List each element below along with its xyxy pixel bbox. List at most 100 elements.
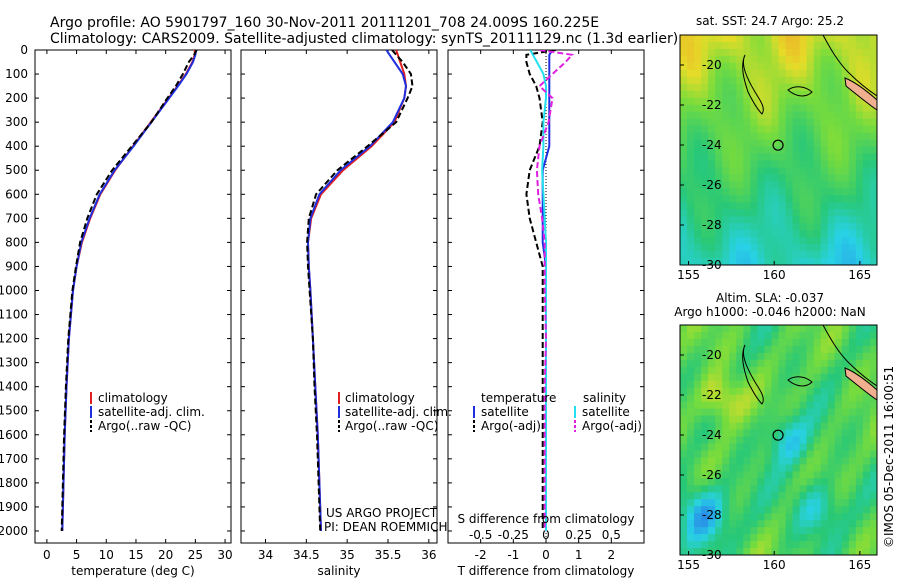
map-cell (687, 104, 695, 113)
map-cell (680, 450, 688, 458)
map-cell (722, 69, 730, 78)
map-cell (855, 429, 864, 437)
map-cell (834, 478, 843, 486)
map-cell (750, 83, 758, 92)
map-cell (869, 506, 877, 514)
map-cell (827, 160, 836, 168)
map-cell (862, 541, 871, 549)
map-cell (820, 359, 829, 368)
map-cell (687, 188, 695, 196)
map-cell (841, 387, 850, 396)
map-cell (813, 345, 822, 354)
map-cell (855, 55, 864, 64)
map-cell (771, 90, 779, 99)
map-cell (813, 237, 822, 245)
map-cell (834, 408, 843, 417)
map-cell (862, 174, 871, 182)
map-cell (687, 478, 695, 486)
map-cell (862, 415, 871, 423)
map-cell (729, 429, 737, 437)
map-cell (757, 188, 765, 196)
map-cell (701, 41, 709, 50)
map-cell (736, 331, 744, 340)
temperature-tick-label: 0 (43, 548, 51, 562)
map-cell (771, 548, 779, 555)
map-cell (862, 422, 871, 430)
map-cell (806, 443, 815, 451)
map-cell (834, 401, 843, 410)
map-cell (715, 338, 723, 347)
map-cell (757, 429, 765, 437)
map-cell (848, 345, 857, 354)
map-cell (841, 492, 850, 500)
map-cell (792, 174, 801, 182)
map-cell (799, 41, 808, 50)
map-cell (729, 244, 737, 252)
map-cell (834, 352, 843, 361)
map-cell (799, 181, 808, 189)
map-cell (848, 258, 857, 265)
map-cell (701, 513, 709, 521)
map-cell (827, 513, 836, 521)
map-cell (806, 118, 815, 127)
map-cell (694, 244, 702, 252)
map-cell (708, 422, 716, 430)
map-cell (715, 373, 723, 382)
map-cell (841, 139, 850, 147)
map-cell (701, 181, 709, 189)
map-cell (813, 188, 822, 196)
map-cell (841, 394, 850, 403)
map-cell (778, 48, 786, 57)
map-cell (687, 548, 695, 555)
map-cell (841, 62, 850, 71)
map-cell (722, 139, 730, 147)
map-cell (799, 338, 808, 347)
map-cell (855, 520, 864, 528)
map-cell (743, 167, 751, 175)
map-cell (778, 325, 786, 333)
map-cell (792, 202, 801, 210)
map-cell (687, 408, 695, 417)
map-cell (715, 506, 723, 514)
map-cell (757, 83, 765, 92)
map-cell (708, 83, 716, 92)
temperature-tick-label: 15 (128, 548, 143, 562)
map-cell (715, 527, 723, 535)
map-cell (771, 373, 779, 382)
map-cell (799, 485, 808, 493)
map-cell (729, 223, 737, 231)
map-cell (680, 534, 688, 542)
map-cell (757, 35, 765, 43)
map-cell (792, 139, 801, 147)
map-cell (750, 237, 758, 245)
map-cell (743, 534, 751, 542)
map-cell (736, 90, 744, 99)
map-cell (687, 387, 695, 396)
map-cell (841, 160, 850, 168)
s-difference-tick-label: -0.5 (469, 528, 492, 542)
map-cell (715, 104, 723, 113)
map-cell (764, 548, 772, 555)
map-cell (715, 485, 723, 493)
map-cell (694, 139, 702, 147)
map-cell (743, 55, 751, 64)
map-cell (827, 139, 836, 147)
map-cell (680, 415, 688, 423)
map-cell (687, 373, 695, 382)
map-cell (827, 216, 836, 224)
map-cell (827, 366, 836, 375)
map-cell (848, 35, 857, 43)
map-cell (715, 69, 723, 78)
map-cell (820, 457, 829, 465)
map-cell (701, 422, 709, 430)
map-cell (771, 104, 779, 113)
y-tick-label: 2000 (0, 524, 28, 538)
map-cell (799, 380, 808, 389)
map-cell (715, 216, 723, 224)
map-cell (869, 534, 877, 542)
map-cell (757, 223, 765, 231)
map-cell (792, 216, 801, 224)
map-cell (687, 527, 695, 535)
map-cell (827, 202, 836, 210)
map-cell (778, 331, 786, 340)
